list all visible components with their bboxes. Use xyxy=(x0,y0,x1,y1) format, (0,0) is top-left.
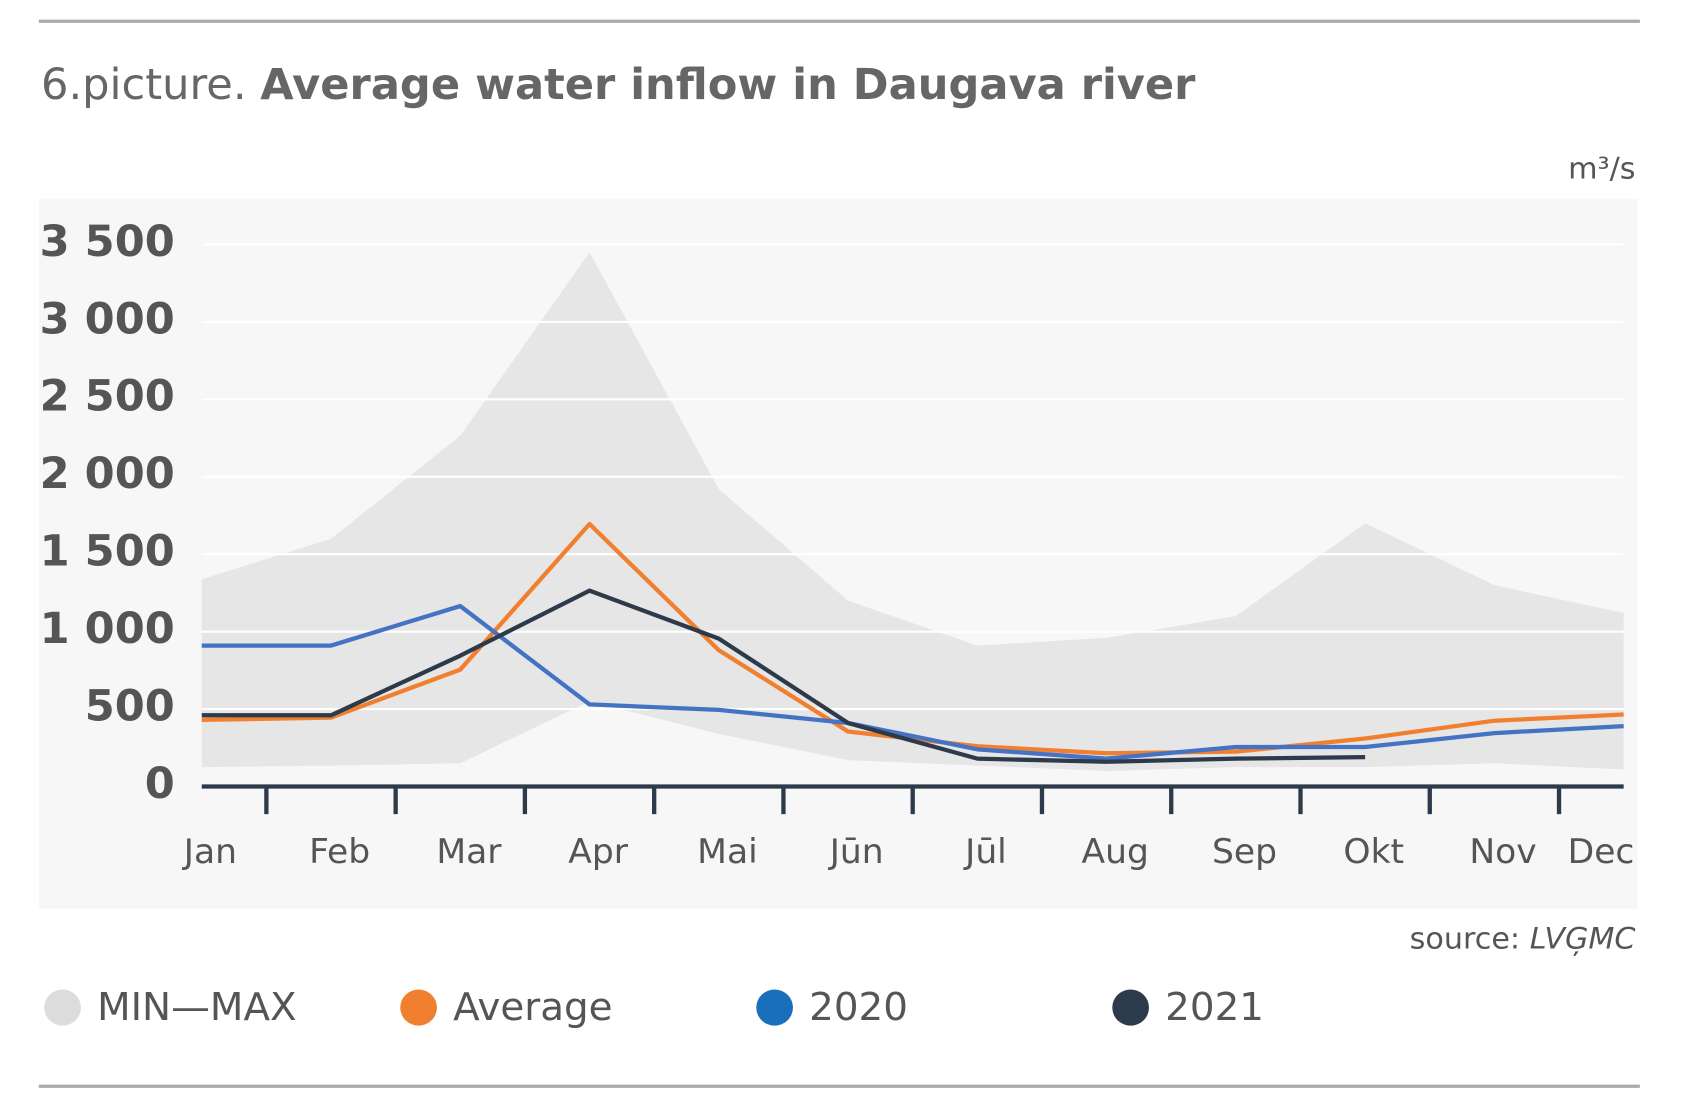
legend-label: MIN—MAX xyxy=(97,985,297,1030)
source: source: LVĢMC xyxy=(1410,921,1636,956)
title-main: Average water inflow in Daugava river xyxy=(260,60,1195,110)
x-tick-label: Dec xyxy=(1568,832,1635,872)
x-tick-label: Jan xyxy=(182,832,237,872)
x-tick-label: Apr xyxy=(568,832,629,872)
x-tick-label: Okt xyxy=(1343,832,1404,872)
y-tick-label: 2 000 xyxy=(40,449,175,499)
unit-label: m³/s xyxy=(1568,152,1635,187)
source-label: source: xyxy=(1410,921,1520,956)
legend-label: Average xyxy=(453,985,612,1030)
title-prefix: 6.picture. xyxy=(41,60,247,110)
min-max-band xyxy=(201,252,1624,772)
legend-swatch xyxy=(756,989,793,1026)
y-tick-label: 2 500 xyxy=(40,372,175,422)
source-name: LVĢMC xyxy=(1530,921,1636,956)
x-tick-label: Jūn xyxy=(828,832,884,872)
x-tick-label: Nov xyxy=(1469,832,1536,872)
x-tick-label: Mar xyxy=(436,832,502,872)
y-tick-label: 3 500 xyxy=(40,217,175,267)
y-tick-label: 500 xyxy=(85,682,175,732)
x-tick-label: Jūl xyxy=(963,832,1007,872)
y-tick-label: 1 500 xyxy=(40,527,175,577)
legend-swatch xyxy=(44,989,81,1026)
chart-title: 6.picture. Average water inflow in Dauga… xyxy=(41,60,1195,110)
legend-swatch xyxy=(1112,989,1149,1026)
y-tick-label: 3 000 xyxy=(40,295,175,345)
x-tick-label: Mai xyxy=(697,832,758,872)
y-tick-label: 1 000 xyxy=(40,604,175,654)
x-tick-label: Aug xyxy=(1082,832,1149,872)
legend-label: 2020 xyxy=(809,985,908,1030)
series-line xyxy=(201,603,1624,761)
x-tick-label: Feb xyxy=(309,832,370,872)
series-line xyxy=(201,588,1366,764)
y-tick-label: 0 xyxy=(145,759,175,809)
legend-swatch xyxy=(400,989,437,1026)
x-tick-label: Sep xyxy=(1212,832,1277,872)
legend-label: 2021 xyxy=(1165,985,1264,1030)
